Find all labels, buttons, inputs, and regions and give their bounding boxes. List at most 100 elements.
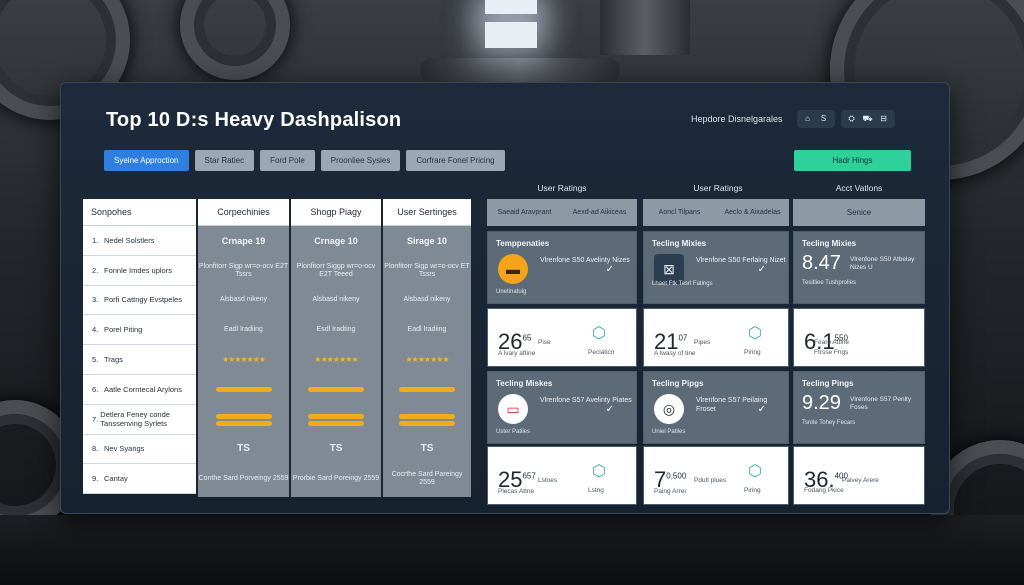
table-column-user-sertinges: User Sertinges Sirage 10 Plonfitorr Sigp…: [381, 199, 471, 497]
rating-card[interactable]: Tecling Mixies ⊠ Vlrenfone S50 Ferlaing …: [643, 231, 789, 304]
cell-value: Alsbasd nikeny: [219, 296, 268, 304]
rating-card[interactable]: Temppenaties ▬ Vlrenfone S50 Avelinty Ni…: [487, 231, 637, 304]
cell-desc: Plonfitorr Siggp wr=o-ocv E2T Teeed: [296, 262, 376, 278]
table-row[interactable]: 7. Detlera Feney conde Tanssenving Syrlet…: [83, 404, 196, 435]
metric-card[interactable]: 36.400 Paivey Arere Fodang Pkice: [793, 446, 925, 505]
hadr-hings-button[interactable]: Hadr Hings: [794, 150, 911, 171]
truck-icon[interactable]: ⛟: [862, 114, 873, 123]
tab-bar: Syeine Approction Star Ratiec Ford Pole …: [104, 150, 505, 171]
metric-number: 6.1: [804, 329, 835, 354]
table-row[interactable]: 5. Trags: [83, 345, 196, 375]
check-icon: ✓: [605, 264, 614, 275]
column-header[interactable]: Corpechinies: [198, 199, 289, 226]
rating-bar: [399, 387, 455, 393]
metric-sup: 657: [522, 471, 536, 481]
metric-card[interactable]: 6.1550 Fearo Attine Ftrsse Fngs: [793, 308, 925, 367]
metric-caption: Fearo Attine: [814, 339, 850, 346]
cell-title: Sirage 10: [406, 235, 448, 246]
trailer-glyph: ⊠: [663, 260, 675, 277]
gear-decoration: [180, 0, 290, 80]
rating-bar: [308, 420, 364, 426]
row-names-column: Sonpohes 1. Nedel Solstlers 2. Fonnle Imde…: [83, 199, 196, 497]
header-label: Hepdore Disnelgarales: [691, 114, 783, 124]
card-title: Tecling Mixies: [652, 239, 707, 248]
floor: [0, 515, 1024, 585]
cell-title: Crnage 10: [314, 235, 358, 246]
card-foot: Unetinatuig: [496, 289, 527, 295]
cell-footer: Conthe Sard Porveingy 2559: [198, 475, 289, 483]
card-desc: Vlrenfone S50 Avelinty Nizes: [540, 257, 630, 264]
table-row[interactable]: 6. Aatle Corntecal Arylons: [83, 374, 196, 405]
cell-footer: Cocrthe Sard Pareingy 2559: [391, 471, 463, 487]
subheader-cell: Aeclo & Aixadelas: [724, 208, 781, 216]
tab-star-ratiec[interactable]: Star Ratiec: [194, 150, 255, 171]
tab-syeine-approction[interactable]: Syeine Approction: [104, 150, 189, 171]
box-label: Piring: [744, 487, 761, 494]
metric-card[interactable]: 25657 Plecas Attne Lstoes ⬡ Lstng: [487, 446, 637, 505]
row-label: Fonnle Imdes uplors: [104, 265, 172, 275]
star-rating: ★★★★★★★: [291, 345, 381, 375]
card-desc: Vlrenfone S50 Ferlaing Nizet: [696, 257, 786, 264]
home-icon[interactable]: ⌂: [805, 114, 810, 123]
stat-card[interactable]: Tecling Pings 9.29 Vlrenfone S57 Penlty …: [793, 371, 925, 444]
box-icon: ⬡: [592, 463, 606, 480]
stat-card[interactable]: Tecling Mixies 8.47 Vlrenfone S50 Atbela…: [793, 231, 925, 304]
row-label: Porfi Cattngy Evstpeles: [104, 295, 182, 305]
row-number: 6.: [92, 384, 99, 394]
metric-value: 36.400: [804, 467, 848, 493]
stat-foot: Tesitliee Tushprolies: [802, 280, 857, 286]
rating-bar-cell: [291, 375, 381, 405]
table-row[interactable]: 3. Porfi Cattngy Evstpeles: [83, 285, 196, 316]
metric-sup: 0,500: [666, 471, 687, 481]
subheader-cell: Aoncl Tilpans: [658, 208, 701, 216]
row-number: 7.: [92, 414, 99, 424]
table-row[interactable]: 4. Porel Piting: [83, 315, 196, 346]
metric-card[interactable]: 70,500 Paing Arrer Pdutl plues ⬡ Piring: [643, 446, 789, 505]
metric-side: Fodang Pkice: [804, 487, 844, 494]
table-row[interactable]: 8. Nev Syangs: [83, 434, 196, 465]
group-label: User Ratings: [537, 183, 587, 193]
truck-icon: ▬: [498, 254, 528, 284]
box-icon: ⬡: [592, 325, 606, 342]
group-label: User Ratings: [693, 183, 743, 193]
metric-sup: 550: [834, 333, 848, 343]
stat-value: 9.29: [802, 392, 841, 414]
table-row[interactable]: 2. Fonnle Imdes uplors: [83, 255, 196, 286]
tab-ford-pole[interactable]: Ford Pole: [260, 150, 315, 171]
table-row[interactable]: 9. Cantay: [83, 464, 196, 495]
metric-caption: A lvary aftine: [498, 350, 536, 357]
row-label: Detlera Feney conde Tanssenving Syrlets: [100, 410, 170, 429]
settings-icon[interactable]: ⛭: [848, 114, 855, 123]
metric-card[interactable]: 2107 A lwasy of tine Pipes ⬡ Piring: [643, 308, 789, 367]
machine-glyph: ▭: [506, 400, 520, 417]
column-header[interactable]: User Sertinges: [383, 199, 471, 226]
ceiling-light: [485, 22, 537, 48]
tab-corfrare-fonel-pricing[interactable]: Corfrare Fonel Pricing: [406, 150, 505, 171]
column-header[interactable]: Shogp Piagy: [291, 199, 381, 226]
comparison-table: Sonpohes 1. Nedel Solstlers 2. Fonnle Imde…: [83, 199, 471, 497]
cell-value: Alsbasd nikeny: [312, 296, 360, 304]
rating-card[interactable]: Tecling Miskes ▭ Vlrenfone S57 Avelinty …: [487, 371, 637, 444]
metric-side: Pdutl plues: [694, 477, 727, 484]
s-icon[interactable]: S: [820, 114, 827, 123]
rating-card[interactable]: Tecling Pipgs ◎ Vlrenfone S57 Peilaing F…: [643, 371, 789, 444]
box-label: Peclaticn: [588, 349, 615, 356]
rating-bar-cell: [383, 375, 471, 405]
metric-card[interactable]: 2665 A lvary aftine Pise ⬡ Peclaticn: [487, 308, 637, 367]
subheader-cell: Aexd-ad Aikiceas: [572, 208, 627, 216]
metric-side: Pise: [538, 339, 551, 346]
group-subheader: Senice: [793, 199, 925, 226]
row-label: Nedel Solstlers: [104, 235, 155, 245]
rating-bar: [215, 420, 272, 426]
box-icon: ⬡: [748, 325, 762, 342]
rating-bar: [399, 413, 455, 419]
rating-bar: [215, 413, 272, 419]
group-subheader: Aoncl Tilpans Aeclo & Aixadelas: [643, 199, 789, 226]
tab-proonliee-sysies[interactable]: Proonliee Sysies: [320, 150, 401, 171]
metric-value: 2665: [498, 329, 531, 355]
card-title: Tecling Miskes: [496, 379, 553, 388]
metric-caption: Paivey Arere: [842, 477, 879, 484]
metric-sup: 65: [522, 333, 532, 343]
table-row[interactable]: 1. Nedel Solstlers: [83, 226, 196, 256]
window-icon[interactable]: ⊟: [880, 114, 887, 123]
